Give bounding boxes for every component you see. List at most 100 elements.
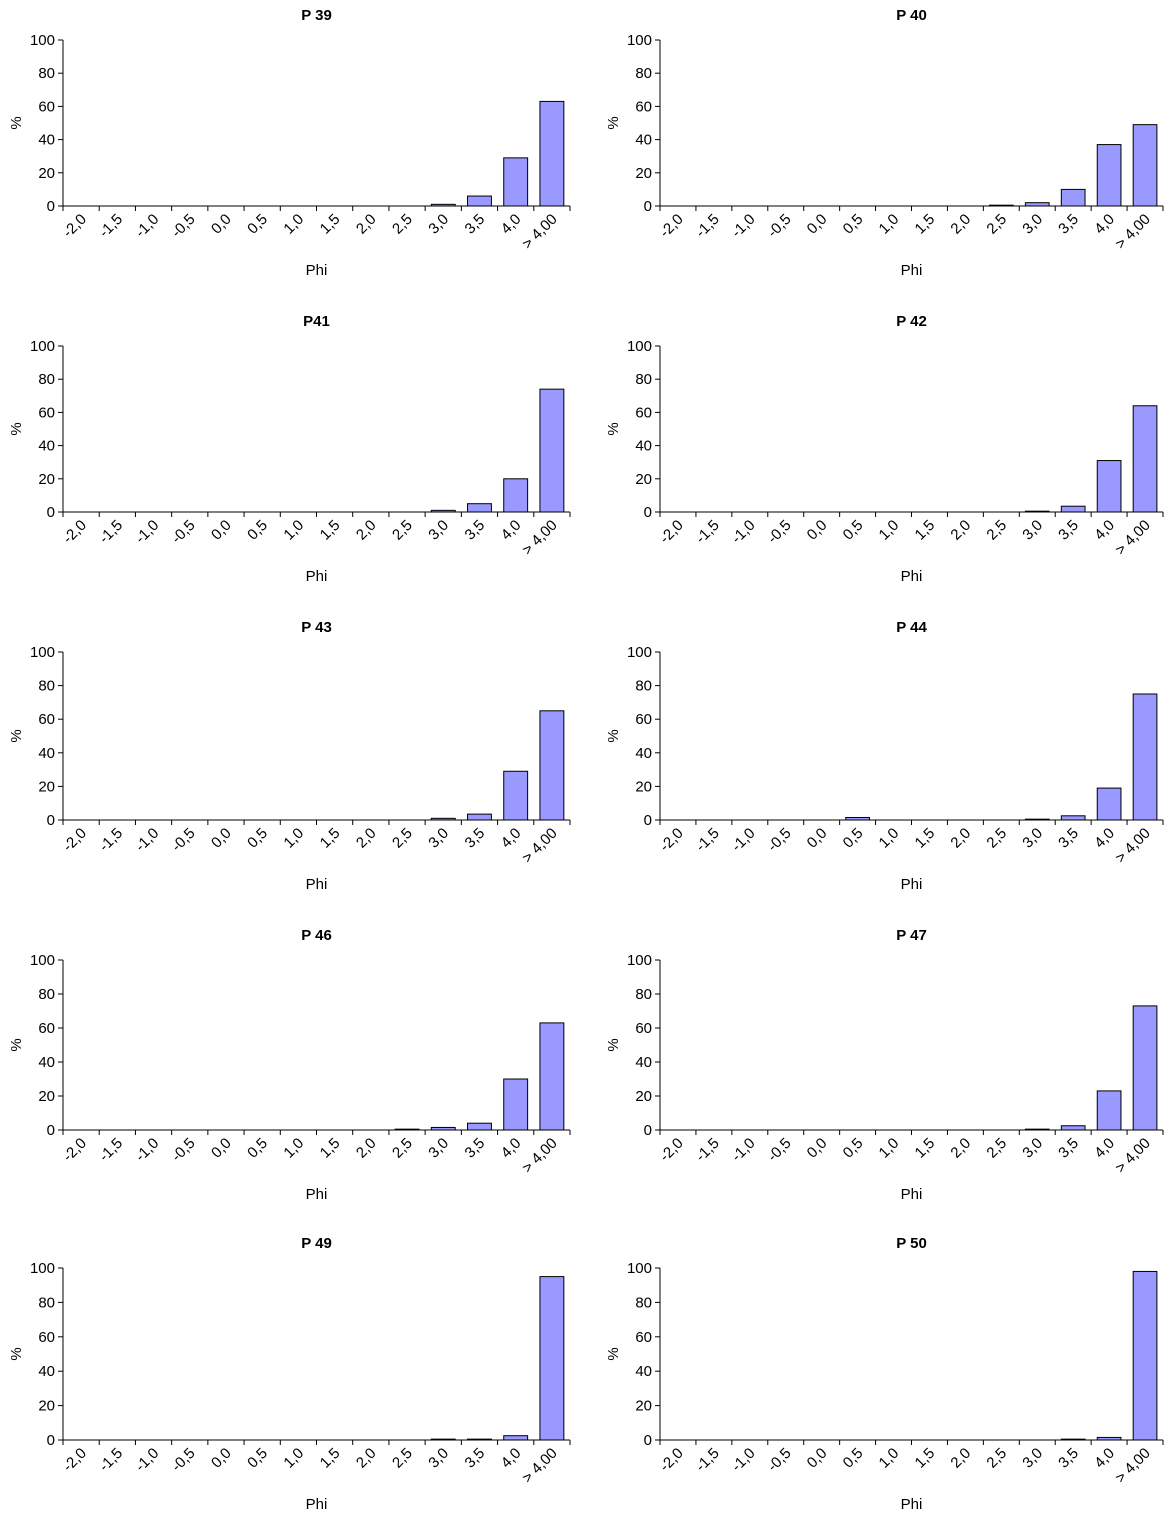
x-tick-label: -1,5	[692, 517, 722, 547]
x-tick-label: 2,0	[353, 1135, 380, 1162]
x-tick-label: -1,0	[132, 211, 162, 241]
y-tick-label: 100	[627, 1260, 652, 1277]
x-tick-label: > 4,00	[1112, 1445, 1154, 1487]
y-tick-label: 60	[38, 98, 55, 115]
y-tick-label: 80	[635, 1294, 652, 1311]
x-tick-label: 2,0	[947, 211, 974, 238]
bar	[1096, 787, 1122, 821]
y-tick-label: 80	[38, 986, 55, 1003]
x-tick-label: -1,0	[132, 825, 162, 855]
x-axis-label: Phi	[901, 262, 923, 279]
x-axis-label: Phi	[901, 568, 923, 585]
x-axis-label: Phi	[901, 876, 923, 893]
x-tick-label: 2,5	[389, 517, 416, 544]
bar	[1132, 405, 1158, 513]
bar	[467, 195, 492, 207]
y-tick-label: 40	[635, 1054, 652, 1071]
bar	[503, 157, 529, 207]
x-tick-label: > 4,00	[1112, 1135, 1154, 1177]
x-tick-label: -2,0	[656, 517, 686, 547]
x-tick-label: -1,0	[132, 1135, 162, 1165]
x-tick-label: -0,5	[764, 1445, 794, 1475]
bar	[539, 388, 565, 513]
x-tick-label: > 4,00	[519, 1445, 561, 1487]
y-tick-label: 0	[644, 504, 652, 521]
bar	[539, 100, 565, 207]
bar	[1132, 693, 1158, 821]
x-tick-label: > 4,00	[519, 1135, 561, 1177]
y-tick-label: 0	[47, 198, 55, 215]
x-tick-label: 1,5	[317, 211, 344, 238]
x-tick-label: 1,0	[280, 517, 307, 544]
bar	[1096, 144, 1122, 207]
x-tick-label: -1,0	[728, 517, 758, 547]
x-tick-label: 3,0	[1019, 517, 1046, 544]
x-tick-label: -0,5	[764, 211, 794, 241]
y-axis-label: %	[8, 1038, 25, 1051]
y-tick-label: 100	[30, 338, 55, 355]
x-tick-label: -1,0	[728, 211, 758, 241]
x-tick-label: -0,5	[764, 517, 794, 547]
y-tick-label: 100	[627, 952, 652, 969]
y-tick-label: 100	[30, 952, 55, 969]
chart-title: P 40	[896, 7, 927, 24]
y-tick-label: 40	[38, 132, 55, 149]
x-axis-label: Phi	[306, 876, 328, 893]
x-tick-label: 2,5	[983, 1135, 1010, 1162]
y-tick-label: 40	[635, 438, 652, 455]
x-tick-label: 1,5	[317, 1445, 344, 1472]
y-tick-label: 60	[38, 1020, 55, 1037]
y-tick-label: 40	[38, 1054, 55, 1071]
x-axis-label: Phi	[306, 262, 328, 279]
x-tick-label: 3,0	[1019, 825, 1046, 852]
chart: P 42% Phi 0 20 40 60 80 100 -2,0 -1,5 -1,0 -0,5 0,0 0…	[605, 313, 1164, 585]
y-tick-label: 40	[38, 1363, 55, 1380]
bar	[503, 478, 529, 513]
y-tick-label: 80	[38, 371, 55, 388]
y-tick-label: 20	[635, 1088, 652, 1105]
x-tick-label: -1,5	[96, 825, 126, 855]
bar	[503, 1078, 529, 1131]
y-tick-label: 60	[635, 98, 652, 115]
x-tick-label: 3,5	[1055, 517, 1082, 544]
bar	[1060, 188, 1086, 207]
x-tick-label: 0,5	[840, 1135, 867, 1162]
x-tick-label: -1,0	[132, 1445, 162, 1475]
bar	[539, 710, 565, 821]
x-tick-label: 1,0	[876, 825, 903, 852]
y-tick-label: 40	[635, 1363, 652, 1380]
y-tick-label: 100	[30, 644, 55, 661]
chart-title: P 46	[301, 927, 332, 944]
x-tick-label: 2,0	[947, 1135, 974, 1162]
y-tick-label: 80	[38, 678, 55, 695]
bar	[539, 1276, 565, 1441]
x-tick-label: 2,5	[983, 825, 1010, 852]
y-tick-label: 0	[47, 1122, 55, 1139]
x-tick-label: -2,0	[656, 1445, 686, 1475]
y-tick-label: 20	[38, 165, 55, 182]
y-axis-label: %	[8, 422, 25, 435]
x-axis-label: Phi	[306, 1496, 328, 1513]
chart-title: P 50	[896, 1235, 927, 1252]
x-tick-label: -0,5	[168, 211, 198, 241]
x-tick-label: -1,5	[96, 517, 126, 547]
x-tick-label: -2,0	[656, 1135, 686, 1165]
x-tick-label: 3,0	[425, 517, 452, 544]
x-tick-label: 1,0	[876, 517, 903, 544]
x-axis-label: Phi	[306, 1186, 328, 1203]
y-tick-label: 40	[635, 132, 652, 149]
x-tick-label: 2,0	[947, 517, 974, 544]
x-tick-label: 1,0	[876, 211, 903, 238]
x-tick-label: -2,0	[60, 1445, 90, 1475]
y-tick-label: 60	[635, 1020, 652, 1037]
x-tick-label: 2,0	[947, 1445, 974, 1472]
y-axis-label: %	[605, 729, 622, 742]
x-tick-label: 3,0	[425, 1135, 452, 1162]
x-tick-label: 2,0	[353, 825, 380, 852]
x-tick-label: 0,0	[208, 211, 235, 238]
x-tick-label: 0,5	[244, 1445, 271, 1472]
y-axis-label: %	[8, 116, 25, 129]
x-tick-label: 2,5	[983, 517, 1010, 544]
x-tick-label: 3,5	[462, 1445, 489, 1472]
y-tick-label: 100	[627, 338, 652, 355]
